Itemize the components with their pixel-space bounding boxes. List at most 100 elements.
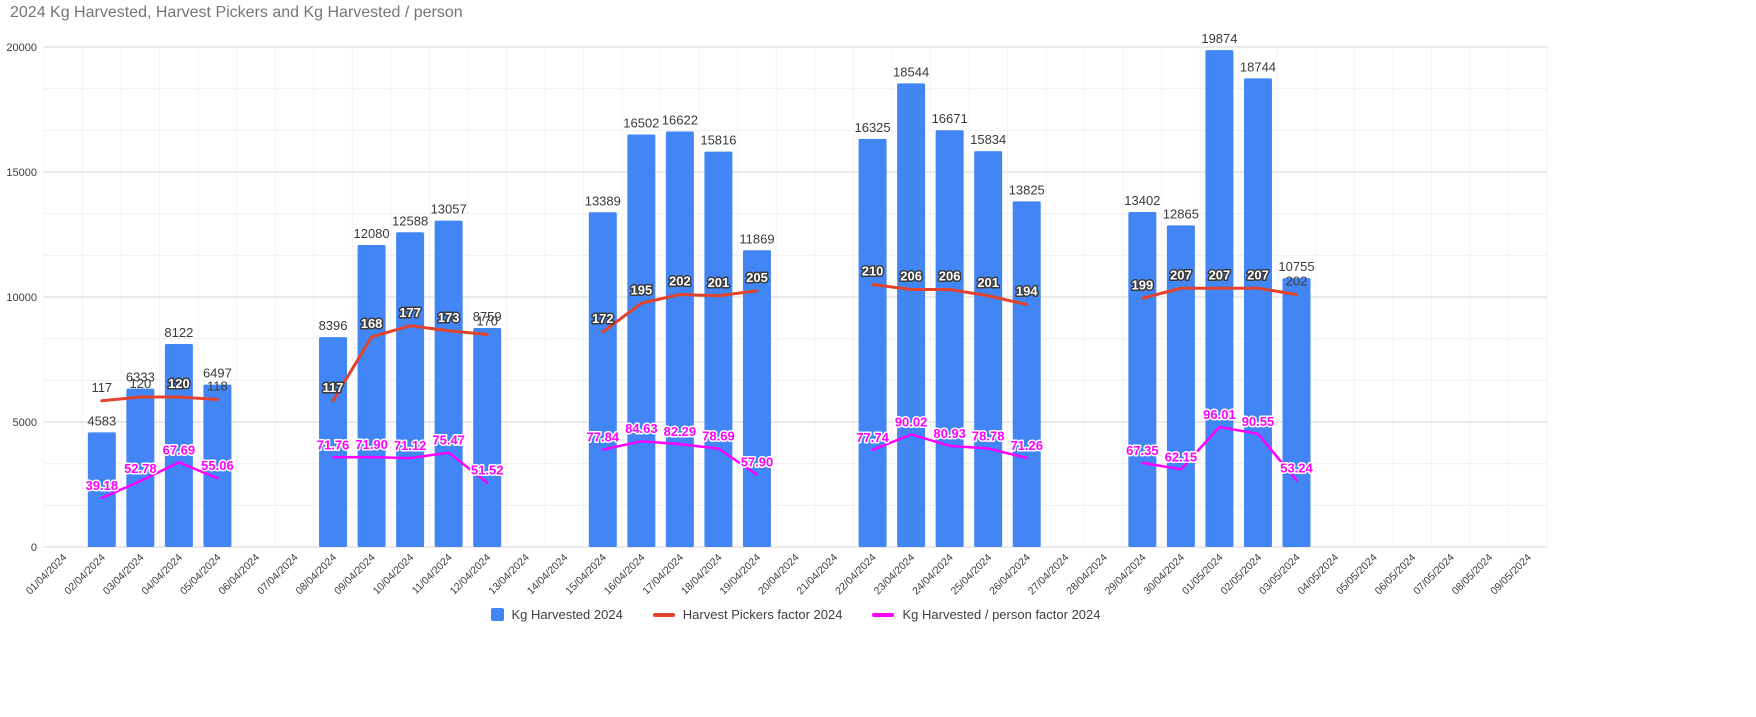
y-axis-tick-label: 10000 (6, 292, 37, 304)
line-harvest-pickers-segment (601, 289, 759, 334)
kg-per-person-value-label: 71.12 (394, 438, 427, 453)
legend-item-kg-harvested: Kg Harvested 2024 (490, 607, 623, 622)
harvest-pickers-value-label: 207 (1209, 267, 1231, 282)
kg-per-person-value-label: 78.69 (702, 429, 735, 444)
chart-title: 2024 Kg Harvested, Harvest Pickers and K… (10, 4, 463, 21)
bar-value-label: 16502 (623, 115, 659, 130)
line-harvest-pickers-segment (100, 395, 219, 403)
kg-per-person-value-label: 39.18 (86, 478, 119, 493)
bar-value-label: 19874 (1201, 31, 1237, 46)
bar-value-label: 13402 (1124, 193, 1160, 208)
y-axis-tick-label: 5000 (13, 417, 37, 429)
bar-value-label: 6333 (126, 370, 155, 385)
bar-value-label: 8759 (473, 309, 502, 324)
harvest-pickers-value-label: 202 (669, 274, 691, 289)
chart-svg: 0 5000 10000 15000 20000 4583 6333 8122 6497 8396… (6, 31, 1548, 598)
bar-kg-harvested (164, 343, 193, 547)
bar-kg-harvested (473, 328, 502, 547)
kg-per-person-value-label: 80.93 (933, 426, 966, 441)
bar-kg-harvested (897, 83, 926, 548)
bar-kg-harvested (1243, 78, 1272, 548)
bar-kg-harvested (742, 250, 771, 547)
kg-per-person-value-label: 96.01 (1203, 407, 1236, 422)
bar-value-label: 15834 (970, 132, 1006, 147)
bar-value-label: 8396 (319, 318, 348, 333)
line-harvest-pickers-segment (871, 283, 1029, 306)
chart-legend: Kg Harvested 2024 Harvest Pickers factor… (44, 607, 1547, 622)
kg-per-person-value-label: 90.02 (895, 414, 928, 429)
harvest-pickers-value-label: 201 (708, 275, 730, 290)
kg-per-person-value-label: 53.24 (1280, 460, 1313, 475)
kg-per-person-value-label: 78.78 (972, 429, 1005, 444)
harvest-pickers-value-label: 201 (977, 275, 999, 290)
major-gridlines (44, 46, 1547, 548)
data-labels: 4583633381226497839612080125881305787591… (84, 31, 1315, 494)
bar-value-label: 8122 (164, 325, 193, 340)
line-kg-per-person-segment (1141, 425, 1298, 482)
line-kg-per-person-segment (601, 439, 759, 476)
bar-value-label: 13389 (585, 193, 621, 208)
kg-per-person-value-label: 55.06 (201, 458, 234, 473)
bar-kg-harvested (1166, 225, 1195, 547)
bar-kg-harvested (1282, 278, 1311, 547)
legend-item-harvest-pickers: Harvest Pickers factor 2024 (652, 607, 843, 622)
harvest-pickers-value-label: 207 (1247, 267, 1269, 282)
harvest-pickers-value-label: 210 (862, 264, 884, 279)
harvest-pickers-value-label: 206 (939, 269, 961, 284)
harvest-pickers-value-label: 120 (168, 376, 190, 391)
kg-per-person-value-label: 62.15 (1165, 449, 1198, 464)
line-harvest-pickers-segment (1140, 286, 1298, 300)
line-kg-per-person (100, 425, 1298, 500)
bar-kg-harvested (1205, 50, 1234, 548)
line-kg-per-person-segment (871, 433, 1028, 460)
y-axis-tick-label: 0 (31, 542, 37, 554)
harvest-pickers-value-label: 120 (129, 376, 151, 391)
harvest-pickers-value-label: 170 (476, 314, 498, 329)
x-axis-labels: 01/04/202402/04/202403/04/202404/04/2024… (24, 552, 1534, 598)
harvest-pickers-value-label: 172 (592, 311, 614, 326)
y-axis-tick-label: 15000 (6, 167, 37, 179)
bar-kg-harvested (1012, 201, 1041, 547)
bar-kg-harvested (434, 220, 463, 547)
kg-per-person-value-label: 82.29 (664, 424, 697, 439)
bar-value-label: 12080 (353, 226, 389, 241)
y-axis-labels: 0 5000 10000 15000 20000 (6, 42, 37, 554)
bar-value-label: 12588 (392, 213, 428, 228)
line-harvest-pickers-segment (331, 324, 489, 403)
harvest-pickers-value-label: 117 (91, 380, 112, 395)
bar-value-label: 12865 (1163, 206, 1199, 221)
kg-per-person-value-label: 67.35 (1126, 443, 1159, 458)
line-kg-per-person-segment (331, 451, 489, 484)
harvest-pickers-value-label: 207 (1170, 267, 1192, 282)
harvest-pickers-value-label: 199 (1131, 277, 1153, 292)
kg-per-person-value-label: 71.26 (1010, 438, 1043, 453)
kg-per-person-value-label: 90.55 (1242, 414, 1275, 429)
harvest-pickers-value-label: 118 (207, 379, 228, 394)
harvest-pickers-value-label: 206 (900, 269, 922, 284)
harvest-pickers-value-label: 173 (438, 310, 460, 325)
legend-swatch-line-icon (872, 612, 895, 617)
harvest-pickers-value-label: 177 (399, 305, 421, 320)
kg-per-person-value-label: 77.84 (587, 430, 620, 445)
line-kg-per-person-segment (100, 461, 219, 500)
bar-kg-harvested (627, 134, 656, 547)
legend-label-kg-harvested: Kg Harvested 2024 (511, 607, 623, 622)
legend-label-harvest-pickers: Harvest Pickers factor 2024 (682, 607, 843, 622)
bar-kg-harvested (858, 138, 887, 547)
bar-kg-harvested (935, 130, 964, 547)
bar-kg-harvested (665, 131, 694, 547)
bar-value-label: 6497 (203, 366, 232, 381)
bar-kg-harvested (974, 151, 1003, 547)
harvest-pickers-value-label: 202 (1286, 274, 1308, 289)
bar-value-label: 13057 (431, 202, 467, 217)
bar-value-label: 13825 (1009, 182, 1045, 197)
bar-kg-harvested (1128, 211, 1157, 547)
bar-value-label: 16325 (854, 120, 890, 135)
bar-value-label: 16622 (662, 112, 698, 127)
kg-per-person-value-label: 71.90 (355, 437, 388, 452)
legend-item-kg-per-person: Kg Harvested / person factor 2024 (872, 607, 1101, 622)
bar-kg-harvested (357, 245, 386, 547)
harvest-pickers-value-label: 205 (746, 270, 768, 285)
kg-per-person-value-label: 75.47 (432, 433, 465, 448)
